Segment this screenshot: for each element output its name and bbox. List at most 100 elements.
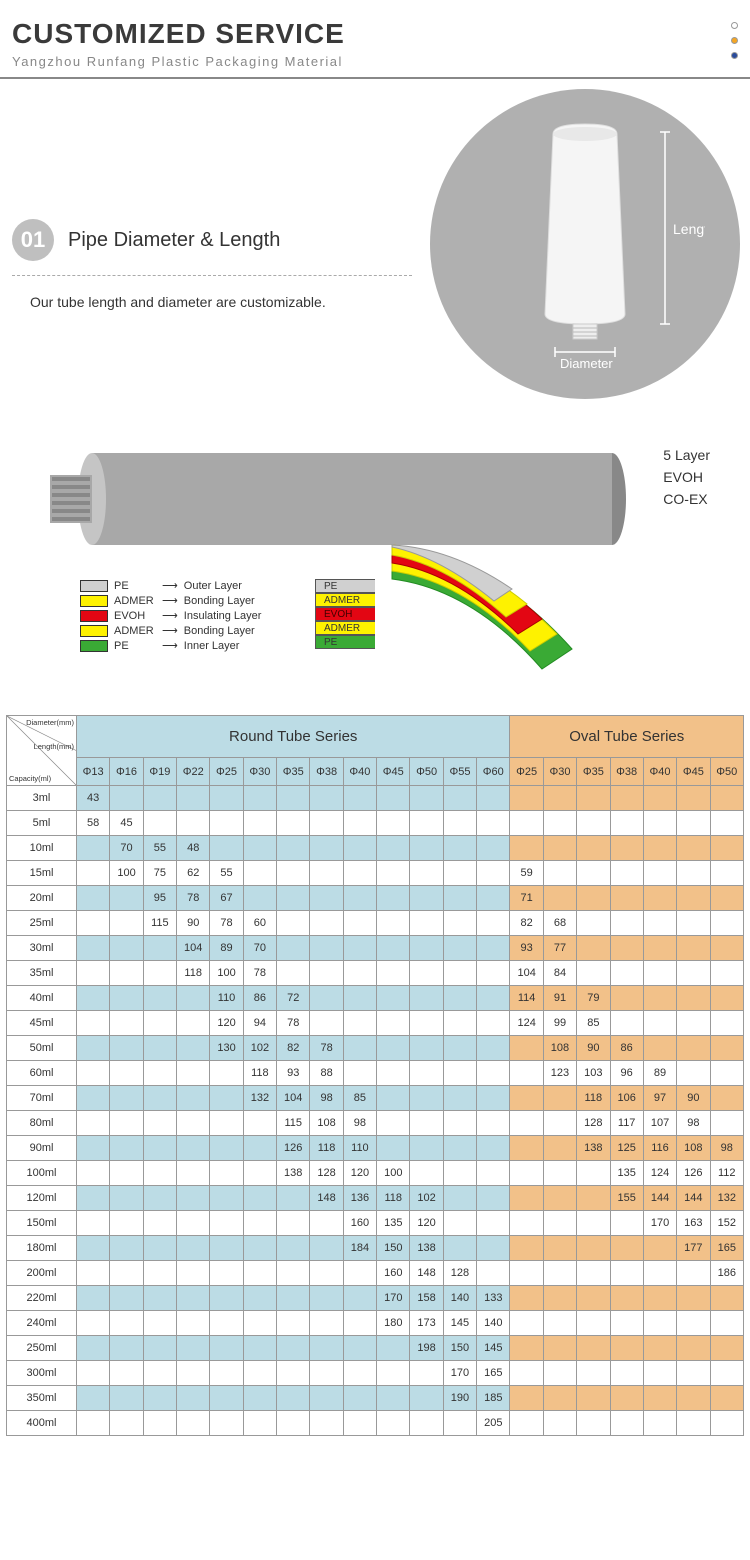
oval-cell (610, 936, 643, 961)
round-cell (77, 1311, 110, 1336)
round-cell (177, 1336, 210, 1361)
round-cell: 160 (343, 1211, 376, 1236)
round-cell (243, 1386, 276, 1411)
round-cell (310, 1261, 343, 1286)
oval-cell: 106 (610, 1086, 643, 1111)
round-cell (143, 1086, 176, 1111)
tube-icon: Length Diameter (465, 114, 705, 374)
round-cell (77, 1211, 110, 1236)
round-cell (343, 1361, 376, 1386)
round-cell (410, 1386, 443, 1411)
oval-cell (543, 1111, 576, 1136)
round-cell (210, 1411, 243, 1436)
oval-cell (643, 1236, 676, 1261)
oval-cell (677, 1011, 710, 1036)
oval-cell (577, 1386, 610, 1411)
oval-cell: 71 (510, 886, 543, 911)
oval-cell (643, 1036, 676, 1061)
round-cell (177, 1361, 210, 1386)
oval-cell (543, 1386, 576, 1411)
oval-cell: 165 (710, 1236, 743, 1261)
round-cell (210, 1161, 243, 1186)
round-cell (210, 1311, 243, 1336)
layers-side-labels: 5 LayerEVOHCO-EX (663, 444, 710, 510)
round-cell (310, 786, 343, 811)
round-cell (143, 1186, 176, 1211)
round-cell (243, 1111, 276, 1136)
oval-cell (577, 1261, 610, 1286)
oval-cell (710, 1036, 743, 1061)
round-cell (477, 1061, 510, 1086)
round-cell (277, 1311, 310, 1336)
round-cell (343, 961, 376, 986)
capacity-cell: 350ml (7, 1386, 77, 1411)
round-cell (110, 961, 143, 986)
layers-legend: PE⟶Outer LayerADMER⟶Bonding LayerEVOH⟶In… (80, 579, 261, 654)
round-cell (477, 836, 510, 861)
round-cell (143, 1261, 176, 1286)
round-cell (177, 1161, 210, 1186)
round-cell: 150 (443, 1336, 476, 1361)
round-cell (310, 836, 343, 861)
round-cell (377, 986, 410, 1011)
round-cell (310, 1286, 343, 1311)
round-cell (77, 1186, 110, 1211)
round-cell (210, 1186, 243, 1211)
capacity-cell: 300ml (7, 1361, 77, 1386)
oval-cell: 98 (710, 1136, 743, 1161)
oval-cell (610, 1236, 643, 1261)
round-cell (210, 1286, 243, 1311)
round-cell (377, 1386, 410, 1411)
round-cell (310, 1311, 343, 1336)
round-cell (143, 1111, 176, 1136)
round-cell (410, 986, 443, 1011)
round-cell: 158 (410, 1286, 443, 1311)
round-cell (343, 1336, 376, 1361)
oval-cell: 125 (610, 1136, 643, 1161)
round-cell (177, 1311, 210, 1336)
round-cell: 170 (443, 1361, 476, 1386)
oval-cell (677, 1061, 710, 1086)
oval-cell (643, 1011, 676, 1036)
oval-cell (710, 861, 743, 886)
round-cell (77, 1086, 110, 1111)
round-cell (277, 886, 310, 911)
round-cell (310, 1386, 343, 1411)
round-cell: 78 (210, 911, 243, 936)
round-cell (210, 1236, 243, 1261)
round-cell (277, 1261, 310, 1286)
round-cell (410, 1361, 443, 1386)
oval-cell (510, 1111, 543, 1136)
round-cell (243, 811, 276, 836)
round-cell (177, 1286, 210, 1311)
capacity-cell: 3ml (7, 786, 77, 811)
round-cell (110, 1061, 143, 1086)
oval-cell (543, 1086, 576, 1111)
round-cell (343, 911, 376, 936)
oval-cell: 90 (677, 1086, 710, 1111)
oval-cell (677, 1336, 710, 1361)
oval-cell: 97 (643, 1086, 676, 1111)
round-cell (77, 1236, 110, 1261)
round-cell (243, 1311, 276, 1336)
indicator-dots (731, 22, 738, 59)
round-cell: 72 (277, 986, 310, 1011)
round-cell (177, 1386, 210, 1411)
capacity-cell: 5ml (7, 811, 77, 836)
round-col-header: Φ38 (310, 758, 343, 786)
round-cell (343, 861, 376, 886)
round-cell (277, 811, 310, 836)
oval-cell (677, 1286, 710, 1311)
round-cell (277, 1286, 310, 1311)
round-cell (77, 1361, 110, 1386)
round-cell (210, 1211, 243, 1236)
round-cell (410, 936, 443, 961)
round-cell (277, 1336, 310, 1361)
round-cell (210, 786, 243, 811)
oval-cell (643, 811, 676, 836)
oval-cell (543, 1336, 576, 1361)
oval-cell: 132 (710, 1186, 743, 1211)
oval-cell (543, 1136, 576, 1161)
round-cell (477, 1261, 510, 1286)
round-col-header: Φ22 (177, 758, 210, 786)
